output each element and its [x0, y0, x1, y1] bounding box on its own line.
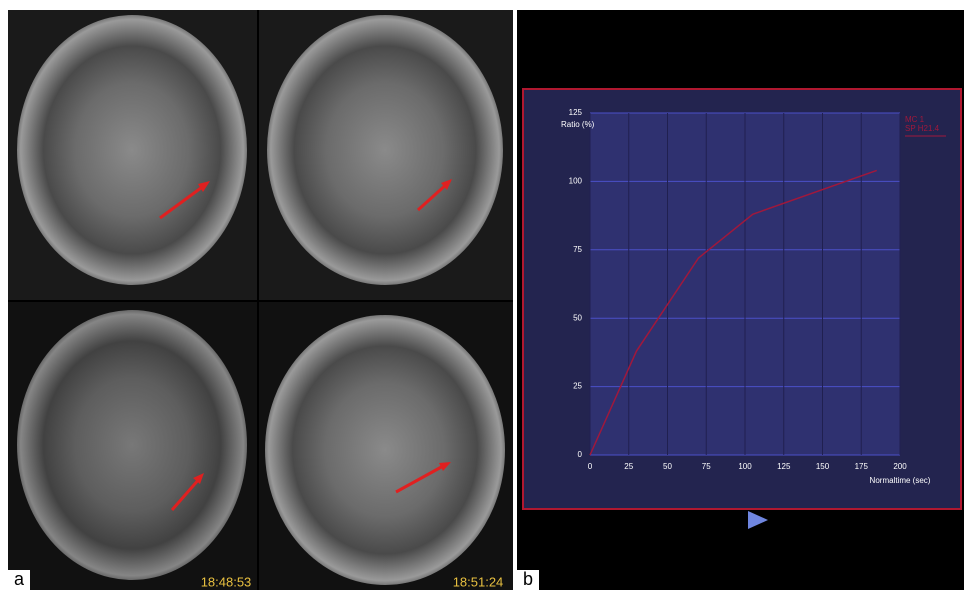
x-tick-label: 75 — [702, 462, 711, 471]
x-tick-label: 175 — [855, 462, 869, 471]
y-tick-label: 125 — [569, 108, 583, 117]
panel-label: b — [523, 569, 533, 589]
legend-note: SP H21.4 — [905, 124, 940, 133]
mri-head — [17, 310, 247, 580]
y-tick-label: 100 — [569, 177, 583, 186]
x-tick-label: 150 — [816, 462, 830, 471]
y-tick-label: 0 — [578, 450, 583, 459]
x-tick-label: 125 — [777, 462, 791, 471]
timestamp: 18:51:24 — [453, 574, 504, 589]
mri-head — [17, 15, 247, 285]
mri-images — [8, 10, 513, 590]
y-axis-label: Ratio (%) — [561, 120, 595, 129]
y-tick-label: 50 — [573, 313, 582, 322]
x-tick-label: 0 — [588, 462, 593, 471]
x-axis-label: Normaltime (sec) — [870, 476, 931, 485]
timestamp: 18:48:53 — [201, 574, 252, 589]
figure: 18:48:53 18:51:24 a 0 25 50 75 100 125 0 25 50 75… — [0, 0, 964, 590]
mri-head — [265, 315, 505, 585]
x-tick-label: 25 — [624, 462, 633, 471]
y-tick-label: 25 — [573, 382, 582, 391]
mri-head — [267, 15, 503, 285]
x-tick-label: 100 — [738, 462, 752, 471]
y-tick-label: 75 — [573, 245, 582, 254]
x-tick-label: 50 — [663, 462, 672, 471]
panel-label: a — [14, 569, 25, 589]
x-tick-label: 200 — [893, 462, 907, 471]
legend-entry: MC 1 — [905, 115, 925, 124]
